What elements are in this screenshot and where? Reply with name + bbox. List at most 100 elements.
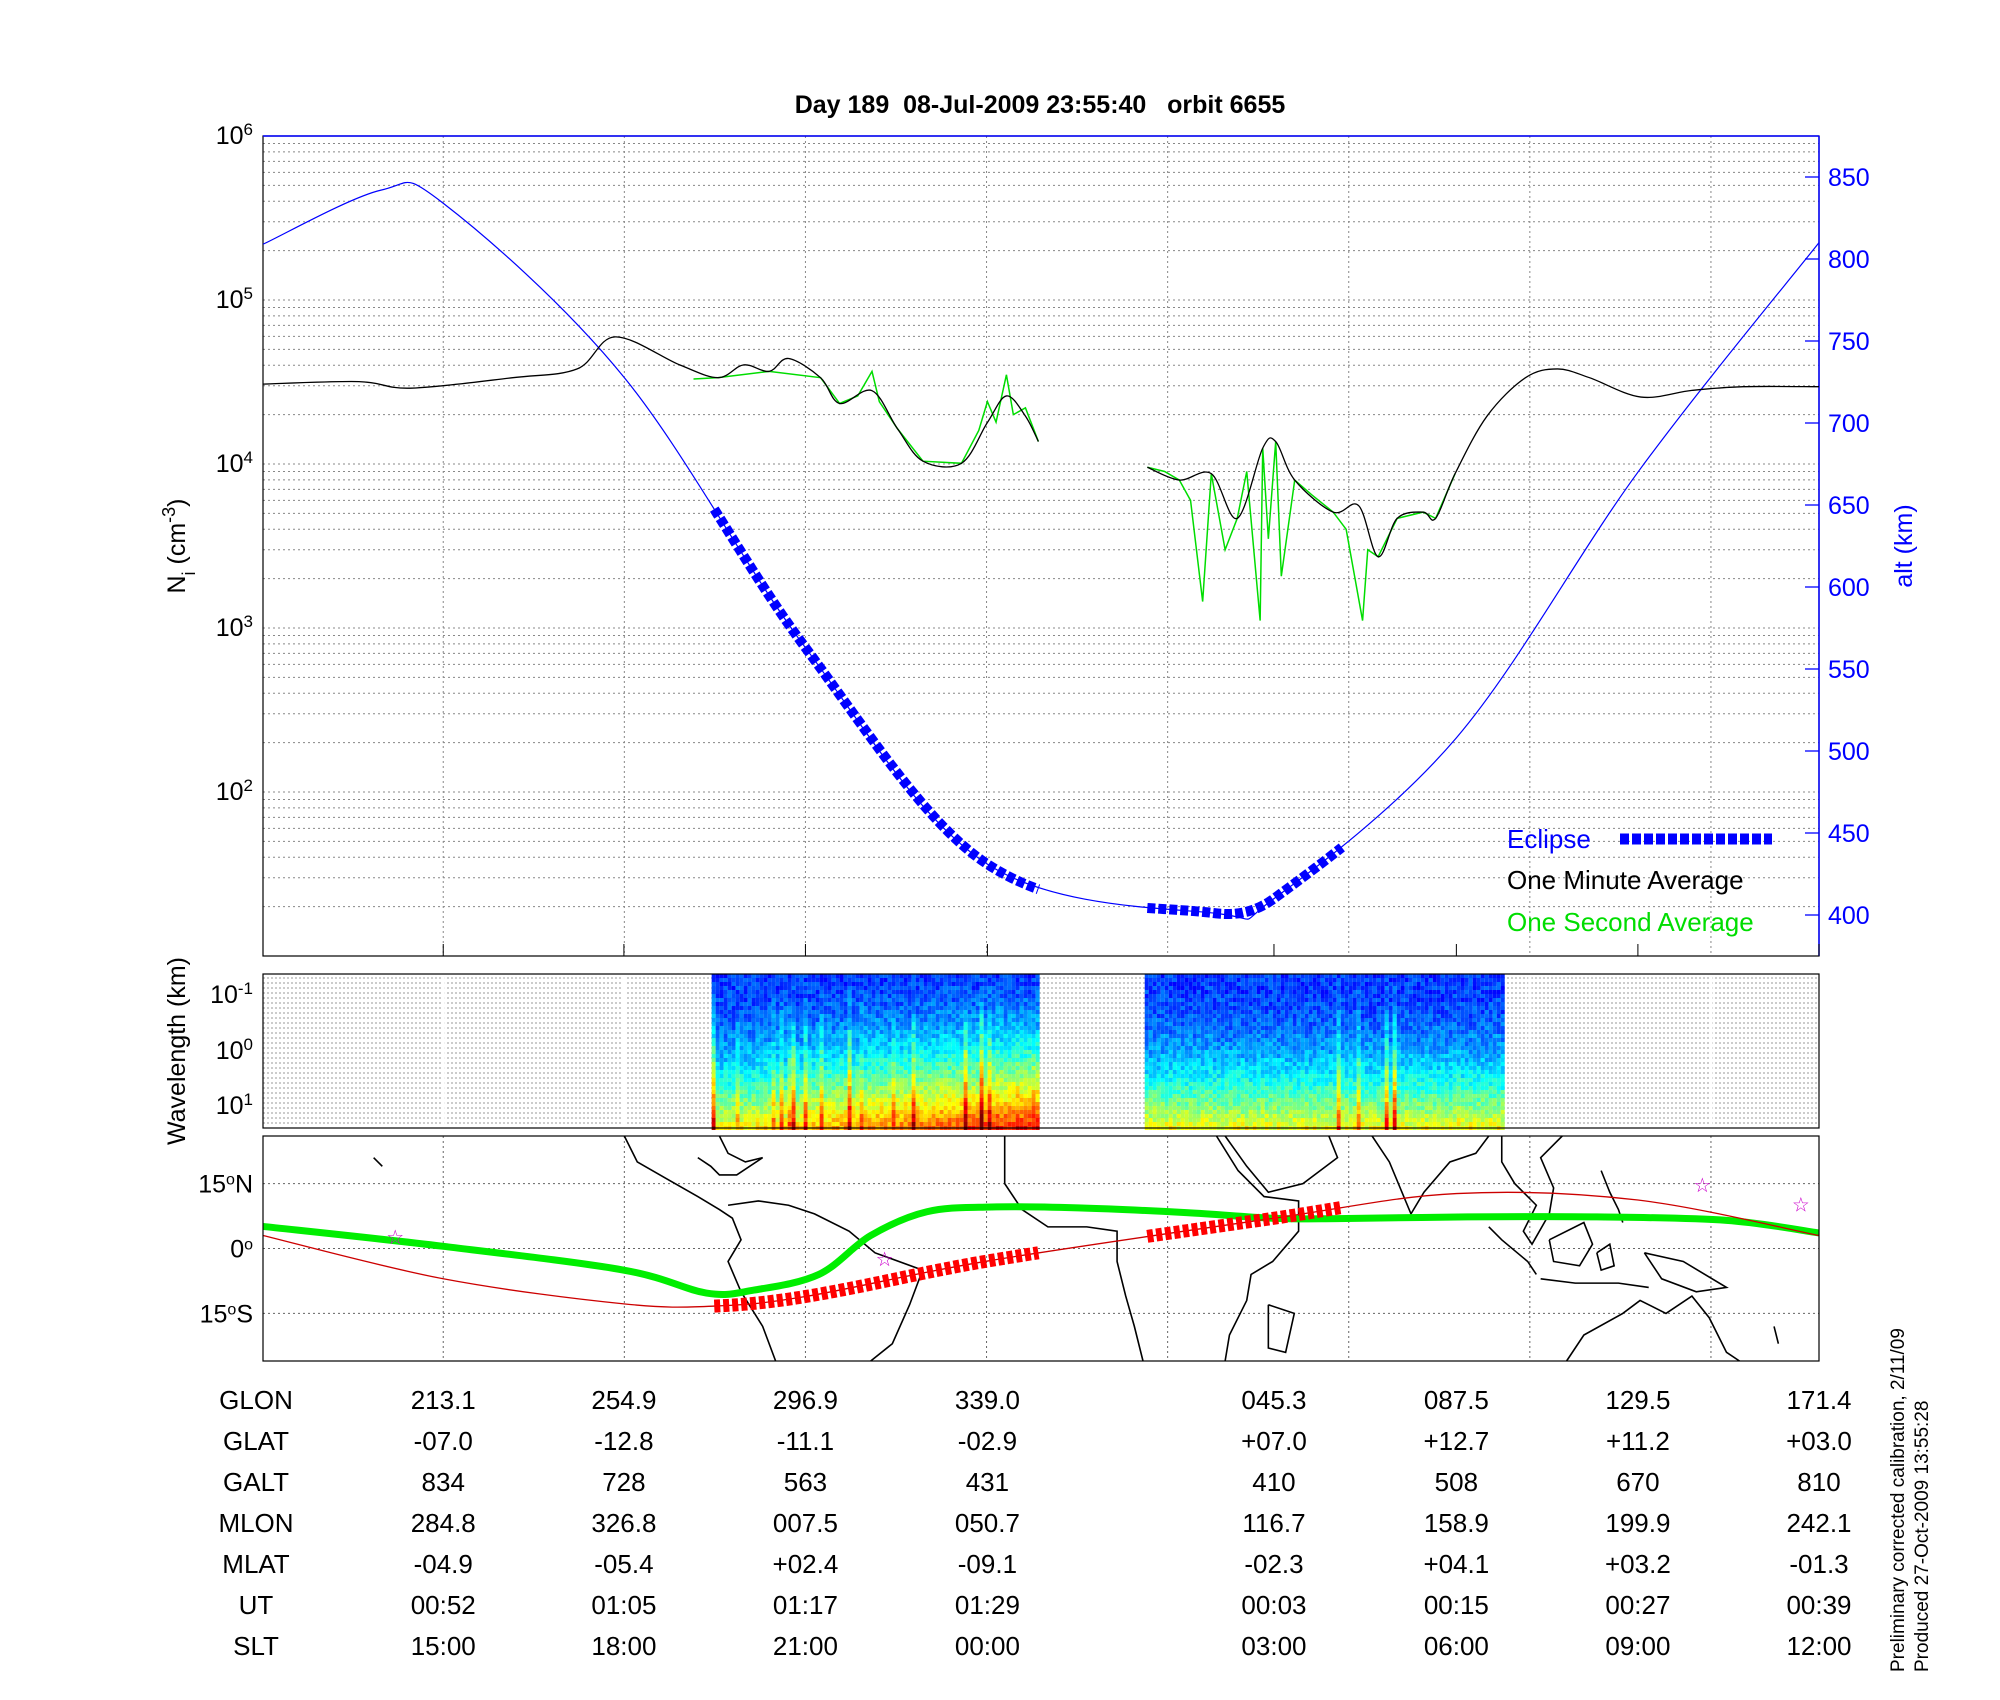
spectrogram-cell <box>1035 1006 1040 1010</box>
spectrogram-cell <box>803 974 808 978</box>
spectrogram-cell <box>783 1026 788 1030</box>
spectrogram-cell <box>1220 1110 1225 1114</box>
spectrogram-cell <box>919 986 924 990</box>
spectrogram-cell <box>1192 1074 1197 1078</box>
spectrogram-cell <box>915 1010 920 1014</box>
spectrogram-cell <box>1200 1030 1205 1034</box>
spectrogram-cell <box>719 982 724 986</box>
spectrogram-cell <box>895 1010 900 1014</box>
spectrogram-cell <box>787 1066 792 1070</box>
spectrogram-cell <box>895 1086 900 1090</box>
spectrogram-cell <box>1292 1098 1297 1102</box>
spectrogram-cell <box>1027 1078 1032 1082</box>
spectrogram-cell <box>1164 1090 1169 1094</box>
spectrogram-cell <box>847 1066 852 1070</box>
spectrogram-cell <box>1148 1010 1153 1014</box>
spectrogram-cell <box>867 974 872 978</box>
spectrogram-cell <box>1216 1094 1221 1098</box>
spectrogram-cell <box>783 1014 788 1018</box>
spectrogram-cell <box>875 1074 880 1078</box>
spectrogram-cell <box>915 1078 920 1082</box>
spectrogram-cell <box>1308 1002 1313 1006</box>
spectrogram-cell <box>779 1014 784 1018</box>
spectrogram-cell <box>711 1078 716 1082</box>
spectrogram-cell <box>919 1082 924 1086</box>
spectrogram-cell <box>895 1058 900 1062</box>
spectrogram-cell <box>1148 1034 1153 1038</box>
spectrogram-cell <box>1208 986 1213 990</box>
spectrogram-cell <box>1144 1050 1149 1054</box>
spectrogram-cell <box>795 1042 800 1046</box>
spectrogram-cell <box>1172 974 1177 978</box>
spectrogram-cell <box>1280 1122 1285 1126</box>
spectrogram-cell <box>959 1030 964 1034</box>
spectrogram-cell <box>951 1122 956 1126</box>
spectrogram-cell <box>823 1078 828 1082</box>
spectrogram-cell <box>947 1046 952 1050</box>
spectrogram-cell <box>831 1014 836 1018</box>
spectrogram-cell <box>1011 1090 1016 1094</box>
spectrogram-cell <box>1148 1042 1153 1046</box>
spectrogram-cell <box>723 1062 728 1066</box>
spectrogram-cell <box>827 1098 832 1102</box>
spectrogram-cell <box>1224 1042 1229 1046</box>
spectrogram-cell <box>811 1046 816 1050</box>
spectrogram-cell <box>1280 994 1285 998</box>
spectrogram-cell <box>1023 982 1028 986</box>
spectrogram-cell <box>1220 1018 1225 1022</box>
spectrogram-cell <box>899 1118 904 1122</box>
spectrogram-cell <box>767 1066 772 1070</box>
spectrogram-cell <box>895 1026 900 1030</box>
spectrogram-cell <box>1204 1002 1209 1006</box>
spectrogram-cell <box>815 994 820 998</box>
spectrogram-cell <box>711 1122 716 1126</box>
spectrogram-cell <box>823 1038 828 1042</box>
spectrogram-cell <box>879 1110 884 1114</box>
spectrogram-cell <box>907 1090 912 1094</box>
spectrogram-cell <box>951 1078 956 1082</box>
spectrogram-cell <box>855 1090 860 1094</box>
spectrogram-cell <box>799 1086 804 1090</box>
spectrogram-cell <box>1027 1082 1032 1086</box>
spectrogram-cell <box>891 982 896 986</box>
spectrogram-cell <box>939 1010 944 1014</box>
spectrogram-cell <box>991 986 996 990</box>
spectrogram-cell <box>763 974 768 978</box>
spectrogram-cell <box>1007 1086 1012 1090</box>
spectrogram-cell <box>1280 1078 1285 1082</box>
spectrogram-cell <box>1300 1114 1305 1118</box>
spectrogram-cell <box>923 990 928 994</box>
spectrogram-cell <box>1152 990 1157 994</box>
spectrogram-cell <box>1248 1026 1253 1030</box>
spectrogram-cell <box>939 1054 944 1058</box>
spectrogram-cell <box>903 978 908 982</box>
spectrogram-cell <box>755 1018 760 1022</box>
spectrogram-cell <box>1256 994 1261 998</box>
spectrogram-cell <box>723 1082 728 1086</box>
spectrogram-cell <box>731 1022 736 1026</box>
spectrogram-cell <box>1252 1042 1257 1046</box>
spectrogram-cell <box>1276 1094 1281 1098</box>
spectrogram-cell <box>751 1110 756 1114</box>
spectrogram-cell <box>903 998 908 1002</box>
spectrogram-cell <box>967 1034 972 1038</box>
spectrogram-cell <box>1232 986 1237 990</box>
spectrogram-cell <box>1220 994 1225 998</box>
spectrogram-cell <box>807 1030 812 1034</box>
spectrogram-cell <box>1276 1058 1281 1062</box>
spectrogram-cell <box>795 1006 800 1010</box>
spectrogram-cell <box>711 1006 716 1010</box>
eclipse-segment <box>710 506 1041 894</box>
spectrogram-cell <box>1015 1014 1020 1018</box>
spectrogram-cell <box>1148 1086 1153 1090</box>
spectrogram-cell <box>1280 1014 1285 1018</box>
spectrogram-cell <box>1264 1042 1269 1046</box>
spectrogram-cell <box>1011 1030 1016 1034</box>
spectrogram-cell <box>815 990 820 994</box>
spectrogram-cell <box>735 1054 740 1058</box>
spectrogram-cell <box>1176 1030 1181 1034</box>
spectrogram-cell <box>887 1114 892 1118</box>
spectrogram-cell <box>887 1054 892 1058</box>
spectrogram-cell <box>1176 1014 1181 1018</box>
spectrogram-cell <box>1232 1002 1237 1006</box>
